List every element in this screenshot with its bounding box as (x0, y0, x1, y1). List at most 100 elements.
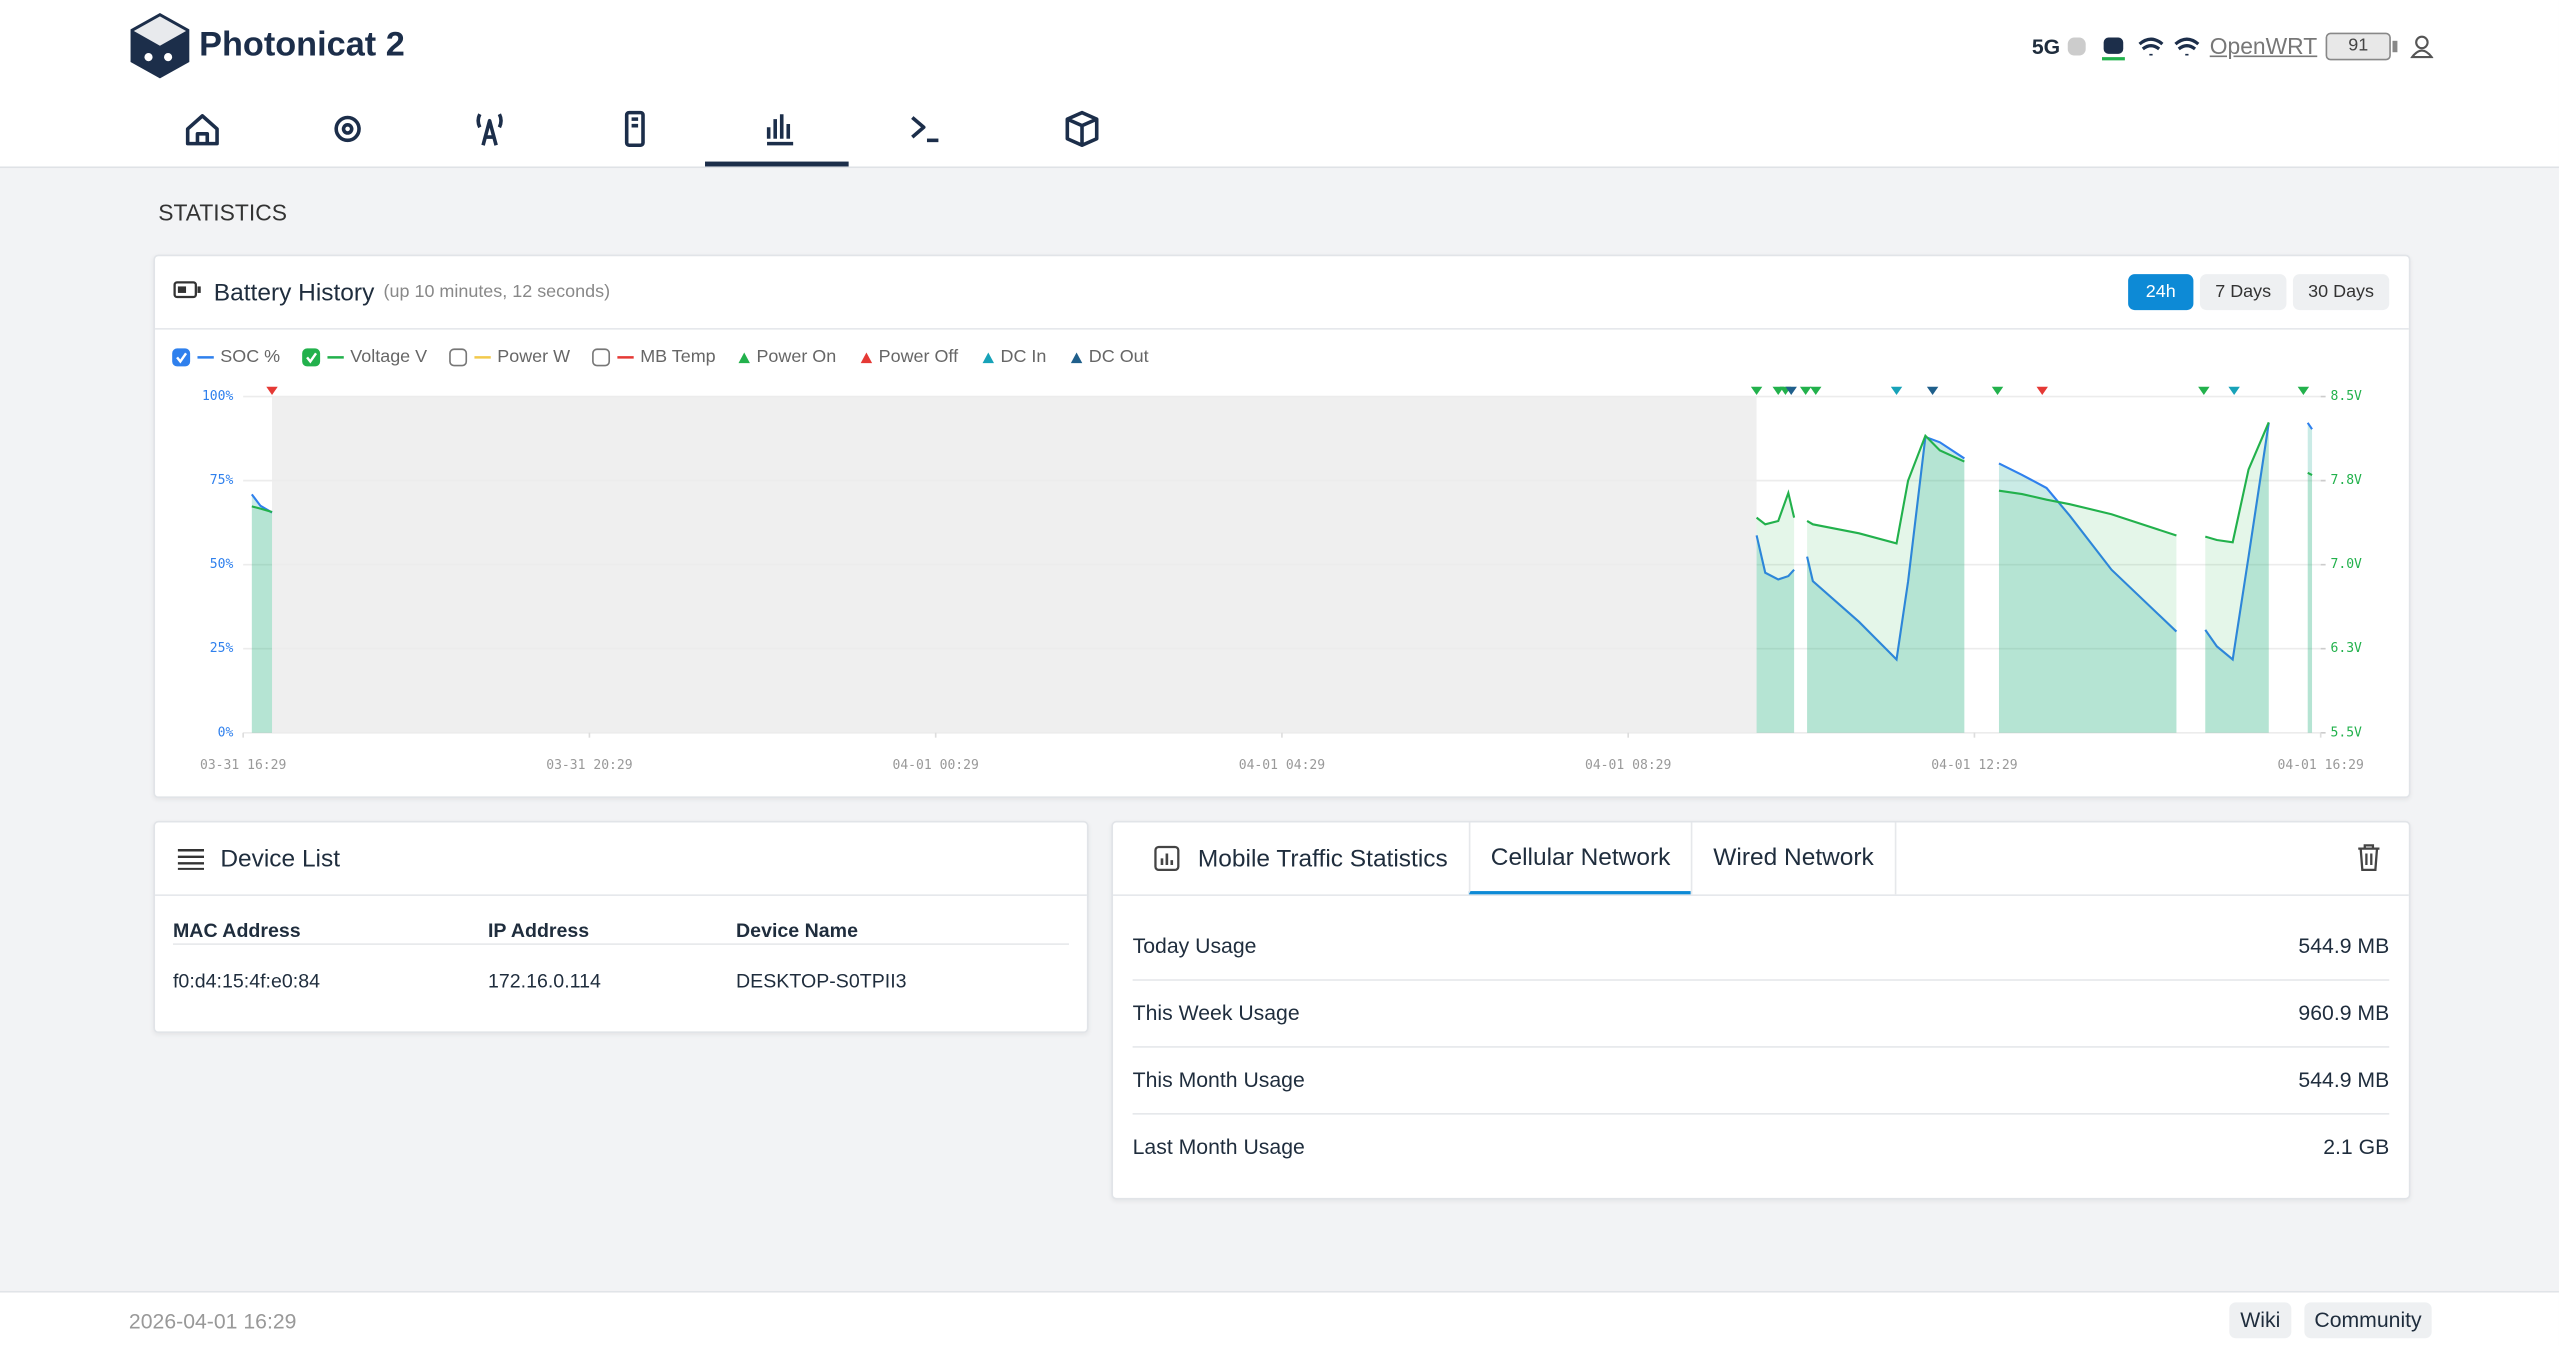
legend-marker (1070, 352, 1083, 364)
legend-marker (982, 352, 994, 364)
usage-label: This Month Usage (1132, 1067, 1305, 1092)
nav-packages[interactable] (1065, 110, 1099, 148)
legend-label: Power W (497, 346, 570, 366)
brand: Photonicat 2 (199, 26, 405, 64)
chart: 0% 25% 50% 75% 100% 5.5V 6.3V 7.0V 7.8V 8.5V 03-31… (172, 346, 2364, 773)
series-line (251, 421, 2313, 545)
usage-label: Today Usage (1132, 933, 1257, 958)
y2-tick-label: 6.3V (2330, 641, 2362, 656)
y-tick-label: 100% (202, 389, 234, 404)
event-marker (1799, 386, 1812, 395)
cell: f0:d4:15:4f:e0:84 (172, 969, 320, 993)
traffic-card: Mobile Traffic Statistics Cellular Netwo… (1111, 820, 2411, 1200)
network-type: 5G (2031, 34, 2061, 59)
usage-value: 960.9 MB (2298, 1000, 2390, 1025)
card-title: Mobile Traffic Statistics (1197, 845, 1448, 874)
usage-value: 544.9 MB (2298, 1067, 2390, 1092)
y-tick-label: 25% (210, 641, 234, 656)
nav-active-indicator (705, 161, 849, 167)
footer-link[interactable]: Community (2304, 1302, 2432, 1339)
usage-value: 2.1 GB (2323, 1134, 2390, 1159)
nav-statistics[interactable] (766, 114, 794, 146)
usage-label: This Week Usage (1132, 1000, 1300, 1025)
checkmark (306, 352, 318, 364)
y2-tick-label: 7.0V (2330, 557, 2362, 572)
legend-checkbox (449, 348, 468, 367)
legend-label: Power On (756, 346, 836, 366)
legend-item[interactable]: MB Temp (592, 346, 716, 367)
x-tick-label: 03-31 20:29 (546, 758, 632, 773)
card-header: Mobile Traffic Statistics Cellular Netwo… (1113, 822, 2409, 896)
nav-tower[interactable] (476, 113, 503, 146)
column-header: MAC Address (172, 918, 301, 942)
event-marker (1772, 386, 1784, 395)
x-tick-label: 04-01 16:29 (2278, 758, 2364, 773)
event-marker (1991, 386, 2004, 395)
event-marker (1890, 386, 1903, 395)
legend-item[interactable]: Power W (449, 346, 570, 367)
x-tick-label: 04-01 04:29 (1239, 758, 1325, 773)
nav-home[interactable] (185, 114, 219, 146)
tab-active[interactable]: Cellular Network (1468, 822, 1691, 895)
legend-checkbox (302, 348, 321, 367)
status-icons (2067, 37, 2200, 61)
legend-marker (860, 352, 873, 364)
delete-button[interactable] (2357, 844, 2381, 872)
hostname[interactable]: OpenWRT (2209, 32, 2318, 59)
legend-label: Power Off (879, 346, 959, 366)
card-title: Device List (220, 845, 341, 874)
card-header: Device List (155, 823, 1087, 896)
usage-label: Last Month Usage (1132, 1134, 1305, 1159)
x-tick-label: 04-01 00:29 (892, 758, 978, 773)
y-tick-label: 50% (210, 557, 234, 572)
event-marker (1810, 386, 1822, 395)
y2-tick-label: 5.5V (2330, 725, 2362, 740)
x-tick-label: 04-01 12:29 (1931, 758, 2017, 773)
event-marker (2198, 386, 2210, 395)
tab[interactable]: Wired Network (1690, 822, 1897, 895)
usage-row: This Week Usage 960.9 MB (1132, 979, 2390, 1048)
footer: 2026-04-01 16:29 Wiki Community (0, 1290, 2559, 1348)
uptime: (up 10 minutes, 12 seconds) (383, 282, 611, 302)
battery-icon (173, 281, 201, 299)
logo[interactable] (127, 11, 192, 80)
timestamp: 2026-04-01 16:29 (128, 1308, 297, 1334)
event-marker (1750, 386, 1763, 395)
column-header: IP Address (487, 918, 590, 942)
chart-icon (1154, 845, 1180, 871)
legend-label: DC In (1001, 346, 1047, 366)
usage-row: This Month Usage 544.9 MB (1132, 1046, 2390, 1115)
checkmark (176, 352, 188, 364)
legend-checkbox (592, 348, 611, 367)
page-title: STATISTICS (158, 199, 287, 226)
column-header: Device Name (736, 918, 858, 942)
range-button[interactable]: 7 Days (2199, 274, 2287, 311)
nav-device[interactable] (624, 110, 645, 148)
top-bar: Photonicat 2 5G OpenWRT 91 (0, 0, 2559, 169)
event-marker (266, 386, 278, 395)
legend-item[interactable]: Voltage V (302, 346, 427, 367)
range-button[interactable]: 30 Days (2292, 274, 2390, 311)
event-marker (2228, 386, 2240, 395)
battery-tip (2392, 40, 2398, 53)
x-tick-label: 04-01 08:29 (1585, 758, 1671, 773)
legend-item[interactable]: SOC % (172, 346, 280, 367)
series-area (251, 422, 2313, 733)
card-header: Battery History (up 10 minutes, 12 secon… (155, 256, 2409, 330)
range-button[interactable]: 24h (2128, 274, 2194, 311)
legend-label: MB Temp (640, 346, 715, 366)
usage-value: 544.9 MB (2298, 933, 2390, 958)
user-icon[interactable] (2410, 34, 2434, 59)
card-title: Battery History (213, 279, 375, 307)
footer-link[interactable]: Wiki (2229, 1302, 2292, 1339)
nav-settings[interactable] (334, 115, 361, 143)
device-card: Device List MAC Address IP Address Devic… (153, 820, 1089, 1034)
y-tick-label: 75% (210, 473, 234, 488)
header-rule (172, 943, 1069, 945)
y2-tick-label: 8.5V (2330, 389, 2362, 404)
y2-tick-label: 7.8V (2330, 473, 2362, 488)
nav-terminal[interactable] (911, 116, 939, 143)
legend-label: Voltage V (350, 346, 427, 366)
